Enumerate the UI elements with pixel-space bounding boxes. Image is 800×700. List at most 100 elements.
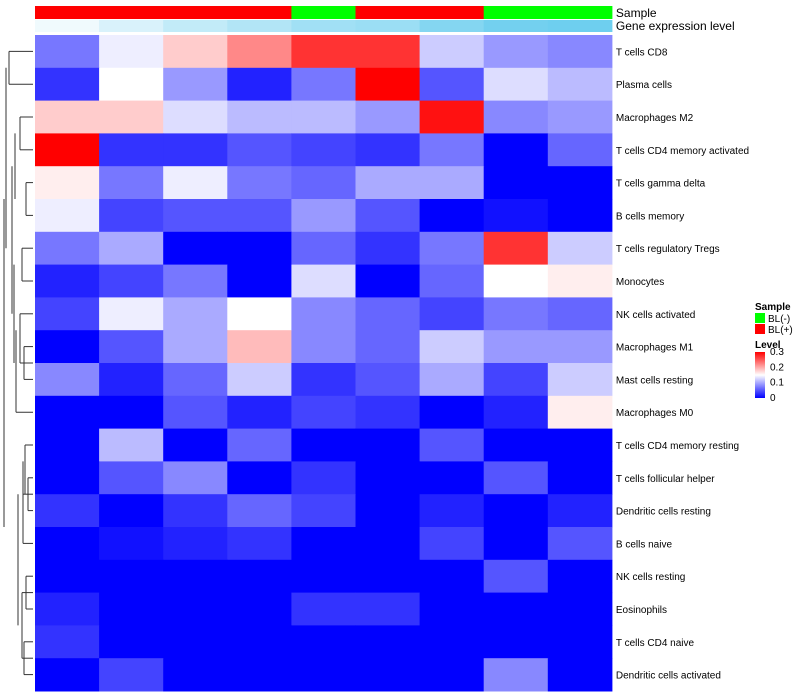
heatmap-cell-r8-c4 xyxy=(291,297,356,331)
annotation-label-0: Sample xyxy=(616,6,657,20)
heatmap-cell-r0-c6 xyxy=(419,35,485,69)
heatmap-cell-r16-c3 xyxy=(227,559,292,594)
heatmap-cell-r7-c2 xyxy=(163,264,228,298)
annotation-1-cell-4 xyxy=(291,20,356,32)
heatmap-cell-r8-c5 xyxy=(355,297,421,331)
heatmap-cell-r5-c1 xyxy=(99,199,164,233)
heatmap-cell-r9-c0 xyxy=(35,330,100,364)
row-label-8: NK cells activated xyxy=(616,310,695,321)
heatmap-cell-r8-c1 xyxy=(99,297,164,331)
heatmap-cell-r3-c8 xyxy=(547,133,613,167)
heatmap-cell-r19-c1 xyxy=(99,658,164,692)
heatmap-cell-r11-c1 xyxy=(99,395,164,430)
heatmap-cell-r1-c0 xyxy=(35,67,100,102)
heatmap-cell-r12-c7 xyxy=(483,428,549,462)
heatmap-cell-r11-c5 xyxy=(355,395,421,430)
row-label-3: T cells CD4 memory activated xyxy=(616,146,749,157)
row-label-13: T cells follicular helper xyxy=(616,474,715,485)
heatmap-cell-r6-c7 xyxy=(483,231,549,266)
heatmap-cell-r4-c2 xyxy=(163,166,228,200)
heatmap-cell-r8-c7 xyxy=(483,297,549,331)
heatmap-cell-r10-c1 xyxy=(99,363,164,397)
heatmap-cell-r14-c7 xyxy=(483,494,549,528)
heatmap-cell-r13-c3 xyxy=(227,461,292,495)
heatmap-cell-r3-c2 xyxy=(163,133,228,167)
heatmap-cell-r9-c8 xyxy=(547,330,613,364)
heatmap-cell-r17-c4 xyxy=(291,592,356,626)
row-label-17: Eosinophils xyxy=(616,605,667,616)
heatmap-cell-r4-c0 xyxy=(35,166,100,200)
heatmap-cell-r18-c2 xyxy=(163,625,228,659)
annotation-0-cell-7 xyxy=(483,6,549,19)
heatmap-cell-r17-c7 xyxy=(483,592,549,626)
row-label-15: B cells naive xyxy=(616,539,673,550)
heatmap-cell-r13-c0 xyxy=(35,461,100,495)
row-labels: T cells CD8 Plasma cells Macrophages M2 T c… xyxy=(616,47,749,681)
heatmap-cell-r19-c3 xyxy=(227,658,292,692)
heatmap-cell-r15-c0 xyxy=(35,527,100,561)
heatmap-cell-r10-c5 xyxy=(355,363,421,397)
annotation-1-cell-7 xyxy=(483,20,549,32)
heatmap-cell-r3-c4 xyxy=(291,133,356,167)
heatmap-cell-r11-c0 xyxy=(35,395,100,430)
heatmap-cell-r2-c0 xyxy=(35,100,100,134)
heatmap-cell-r6-c3 xyxy=(227,231,292,266)
heatmap-cell-r1-c8 xyxy=(547,67,613,102)
heatmap-cell-r11-c4 xyxy=(291,395,356,430)
heatmap-cell-r10-c2 xyxy=(163,363,228,397)
heatmap-cell-r16-c1 xyxy=(99,559,164,594)
annotation-1-cell-0 xyxy=(35,20,100,32)
heatmap-cell-r6-c4 xyxy=(291,231,356,266)
heatmap-cell-r15-c1 xyxy=(99,527,164,561)
heatmap-cell-r15-c4 xyxy=(291,527,356,561)
heatmap-cell-r5-c2 xyxy=(163,199,228,233)
heatmap-cell-r6-c5 xyxy=(355,231,421,266)
heatmap-cell-r2-c2 xyxy=(163,100,228,134)
heatmap-cell-r15-c6 xyxy=(419,527,485,561)
heatmap-cell-r17-c6 xyxy=(419,592,485,626)
heatmap-cell-r13-c2 xyxy=(163,461,228,495)
heatmap-cell-r7-c1 xyxy=(99,264,164,298)
row-label-19: Dendritic cells activated xyxy=(616,671,721,682)
heatmap-cell-r3-c1 xyxy=(99,133,164,167)
heatmap-cell-r14-c1 xyxy=(99,494,164,528)
heatmap-cell-r12-c2 xyxy=(163,428,228,462)
row-label-12: T cells CD4 memory resting xyxy=(616,441,739,452)
heatmap-cell-r6-c6 xyxy=(419,231,485,266)
annotation-0-cell-0 xyxy=(35,6,100,19)
heatmap-cell-r16-c4 xyxy=(291,559,356,594)
heatmap-cell-r8-c2 xyxy=(163,297,228,331)
row-label-18: T cells CD4 naive xyxy=(616,638,695,649)
heatmap-cell-r19-c0 xyxy=(35,658,100,692)
heatmap-cell-r7-c3 xyxy=(227,264,292,298)
heatmap-cell-r16-c7 xyxy=(483,559,549,594)
heatmap-cell-r18-c1 xyxy=(99,625,164,659)
heatmap-cell-r14-c5 xyxy=(355,494,421,528)
annotation-1-cell-2 xyxy=(163,20,228,32)
annotation-0-cell-3 xyxy=(227,6,292,19)
heatmap-cell-r2-c7 xyxy=(483,100,549,134)
heatmap-cell-r9-c5 xyxy=(355,330,421,364)
heatmap-cell-r9-c4 xyxy=(291,330,356,364)
annotation-0-cell-4 xyxy=(291,6,356,19)
heatmap-cell-r3-c5 xyxy=(355,133,421,167)
legend-sample-label-0: BL(-) xyxy=(768,314,790,325)
heatmap-cell-r5-c0 xyxy=(35,199,100,233)
heatmap-cell-r0-c8 xyxy=(547,35,613,69)
heatmap-cell-r19-c7 xyxy=(483,658,549,692)
heatmap-cell-r11-c8 xyxy=(547,395,613,430)
heatmap-cell-r16-c6 xyxy=(419,559,485,594)
heatmap-cell-r0-c1 xyxy=(99,35,164,69)
heatmap-cell-r18-c0 xyxy=(35,625,100,659)
row-label-16: NK cells resting xyxy=(616,572,685,583)
annotation-label-1: Gene expression level xyxy=(616,19,735,33)
heatmap-cell-r18-c5 xyxy=(355,625,421,659)
annotation-0-cell-8 xyxy=(547,6,613,19)
heatmap-cell-r9-c6 xyxy=(419,330,485,364)
heatmap-cell-r13-c8 xyxy=(547,461,613,495)
heatmap-cell-r5-c4 xyxy=(291,199,356,233)
heatmap-cell-r14-c4 xyxy=(291,494,356,528)
heatmap-cell-r13-c1 xyxy=(99,461,164,495)
